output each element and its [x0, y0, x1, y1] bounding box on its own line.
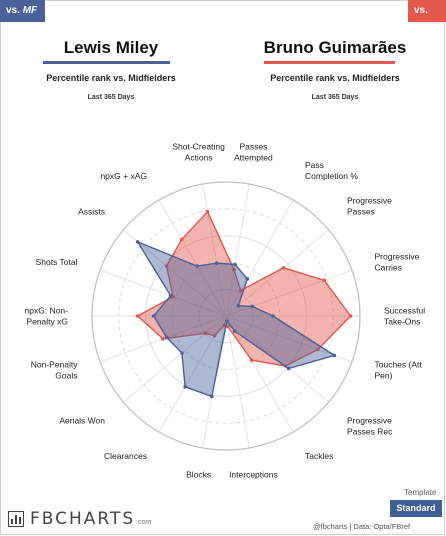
axis-label: Blocks	[186, 470, 211, 480]
axis-label: Successful Take-Ons	[384, 306, 425, 327]
radar-spoke	[225, 315, 294, 433]
left-player-period: Last 365 Days	[87, 94, 135, 101]
radar-axis-labels: Passes Attempted Pass Completion % Progressi…	[25, 141, 426, 479]
left-tag-prefix: vs.	[6, 5, 20, 16]
left-tag-position: MF	[22, 5, 38, 16]
logo-suffix: .com	[136, 519, 152, 526]
axis-label: Tackles	[305, 451, 333, 461]
left-player-name: Lewis Miley	[63, 38, 159, 57]
axis-label: Shot-Creating Actions	[172, 141, 225, 162]
right-player-underline	[264, 61, 395, 64]
radar-point-bruno-guimar-es	[232, 268, 236, 272]
radar-point-lewis-miley	[332, 353, 337, 358]
radar-spoke	[225, 315, 329, 403]
axis-label: Aerials Won	[59, 416, 105, 426]
radar-point-bruno-guimar-es	[226, 324, 230, 329]
left-player-subtitle: Percentile rank vs. Midfielders	[46, 73, 176, 83]
right-player-subtitle: Percentile rank vs. Midfielders	[270, 73, 400, 83]
radar-spoke	[158, 199, 227, 317]
radar-point-bruno-guimar-es	[135, 314, 140, 318]
axis-label: Assists	[78, 206, 105, 216]
radar-ring	[171, 261, 281, 371]
axis-label: Progressive Passes	[347, 195, 392, 216]
bar-chart-icon	[8, 511, 24, 527]
radar-point-lewis-miley	[286, 366, 291, 371]
radar-point-lewis-miley	[232, 329, 237, 333]
axis-label: npxG + xAG	[100, 171, 147, 181]
radar-ring	[145, 235, 307, 397]
radar-point-bruno-guimar-es	[180, 237, 184, 242]
radar-spoke	[225, 183, 250, 317]
radar-point-bruno-guimar-es	[164, 264, 169, 268]
radar-point-lewis-miley	[250, 304, 255, 309]
radar-point-lewis-miley	[214, 261, 219, 266]
radar-point-lewis-miley	[168, 294, 173, 298]
radar-point-lewis-miley	[233, 262, 237, 267]
radar-spoke	[225, 269, 353, 317]
radar-point-lewis-miley	[165, 335, 169, 340]
radar-point-lewis-miley	[210, 394, 214, 399]
radar-point-lewis-miley	[183, 385, 187, 389]
radar-series	[135, 209, 353, 399]
radar-spoke	[225, 199, 294, 317]
radar-point-lewis-miley	[135, 240, 140, 244]
right-tag-prefix: vs.	[414, 5, 428, 16]
radar-point-lewis-miley	[245, 277, 250, 281]
logo-wordmark: FBCHARTS	[30, 509, 136, 529]
radar-spoke	[225, 315, 353, 363]
axis-label: Clearances	[104, 451, 147, 461]
data-credit: @fbcharts | Data: Opta/FBref	[313, 522, 411, 531]
axis-label: Pass Completion %	[305, 160, 358, 181]
radar-point-bruno-guimar-es	[281, 266, 286, 270]
radar-point-lewis-miley	[271, 314, 275, 318]
radar-point-bruno-guimar-es	[249, 358, 254, 362]
left-player-underline	[43, 61, 170, 64]
radar-spoke	[99, 269, 227, 317]
radar-spoke	[123, 315, 227, 403]
radar-point-bruno-guimar-es	[212, 333, 217, 338]
radar-point-bruno-guimar-es	[322, 278, 327, 283]
radar-point-bruno-guimar-es	[348, 314, 353, 318]
template-standard-button[interactable]: Standard	[390, 500, 442, 517]
radar-spoke	[225, 315, 250, 449]
radar-point-bruno-guimar-es	[316, 347, 320, 352]
radar-point-bruno-guimar-es	[161, 337, 165, 341]
right-position-tag[interactable]: vs. MF	[408, 0, 446, 38]
axis-label: Interceptions	[229, 470, 278, 480]
axis-label: npxG: Non-Penalty xG	[25, 306, 69, 327]
radar-point-lewis-miley	[225, 319, 229, 324]
radar-ring	[198, 288, 254, 344]
radar-point-lewis-miley	[236, 303, 241, 308]
radar-point-lewis-miley	[151, 314, 156, 318]
radar-grid	[91, 181, 361, 451]
radar-point-bruno-guimar-es	[205, 209, 210, 214]
right-tag-position: MF	[414, 27, 429, 38]
axis-label: Passes Attempted	[234, 141, 273, 162]
right-player-period: Last 365 Days	[311, 94, 359, 101]
right-player-name: Bruno Guimarães	[263, 38, 407, 57]
radar-spoke	[225, 229, 329, 317]
axis-label: Progressive Carries	[375, 252, 420, 273]
radar-spoke	[202, 183, 227, 317]
radar-point-bruno-guimar-es	[203, 331, 208, 336]
fbcharts-logo[interactable]: FBCHARTS .com	[8, 509, 151, 529]
template-label: Template	[404, 488, 437, 497]
radar-spoke	[123, 229, 227, 317]
radar-ring	[91, 181, 361, 451]
axis-label: Progressive Passes Rec	[347, 416, 393, 437]
axis-label: Shots Total	[36, 257, 78, 267]
axis-label: Touches (Att Pen)	[375, 360, 423, 381]
radar-point-lewis-miley	[195, 264, 199, 268]
radar-point-bruno-guimar-es	[238, 288, 243, 293]
axis-label: Non-Penalty Goals	[31, 360, 79, 381]
radar-ring	[118, 208, 334, 424]
radar-point-lewis-miley	[180, 351, 184, 355]
left-position-tag[interactable]: vs. MF	[0, 0, 45, 22]
radar-chart: Passes Attempted Pass Completion % Progressi…	[25, 141, 426, 479]
